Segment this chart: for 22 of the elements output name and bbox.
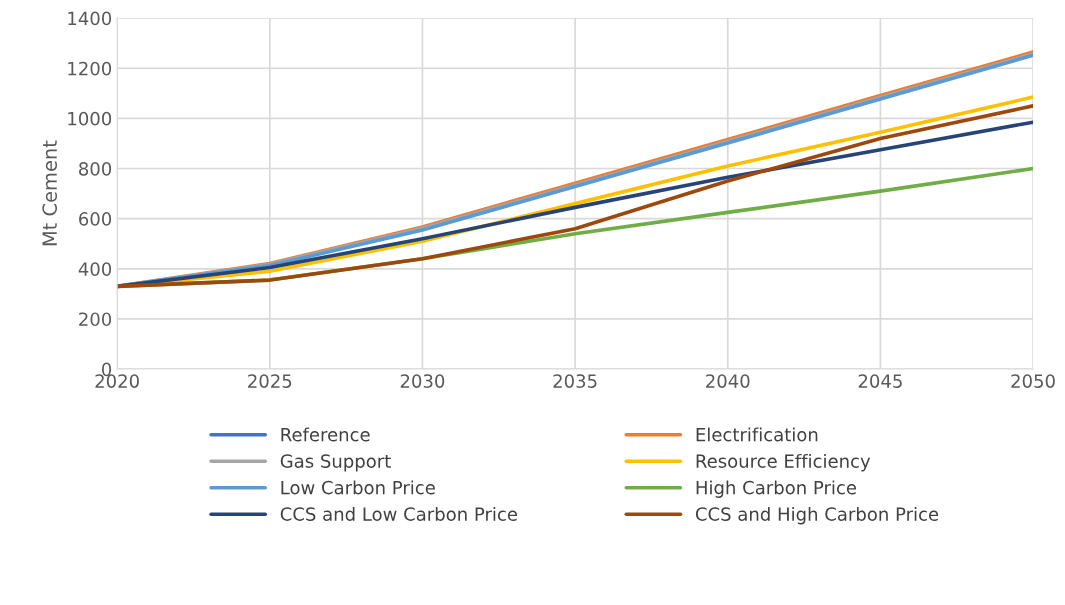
legend-label: CCS and High Carbon Price [695,506,939,525]
y-tick-label: 1400 [68,11,112,26]
legend-label: Electrification [696,427,818,442]
legend-label: Resource Efficiency [696,453,871,472]
legend-label: High Carbon Price [696,480,857,498]
x-tick-label: 2030 [400,374,445,388]
y-axis-title: Mt Cement [42,140,58,246]
x-tick-label: 2045 [858,374,902,388]
y-tick-label: 400 [78,262,112,276]
x-tick-label: 2040 [706,374,750,388]
y-tick-label: 200 [79,312,112,327]
x-tick-label: 2025 [248,374,292,388]
y-tick-label: 800 [79,161,112,176]
x-tick-label: 2050 [1011,374,1055,388]
legend-label: Reference [281,427,370,442]
legend-label: Gas Support [280,454,391,472]
legend-label: Low Carbon Price [281,480,435,495]
y-tick-label: 1200 [68,61,112,76]
legend-label: CCS and Low Carbon Price [280,506,517,521]
y-tick-label: 600 [79,212,112,226]
y-tick-label: 1000 [68,111,112,126]
x-tick-label: 2035 [553,374,597,388]
